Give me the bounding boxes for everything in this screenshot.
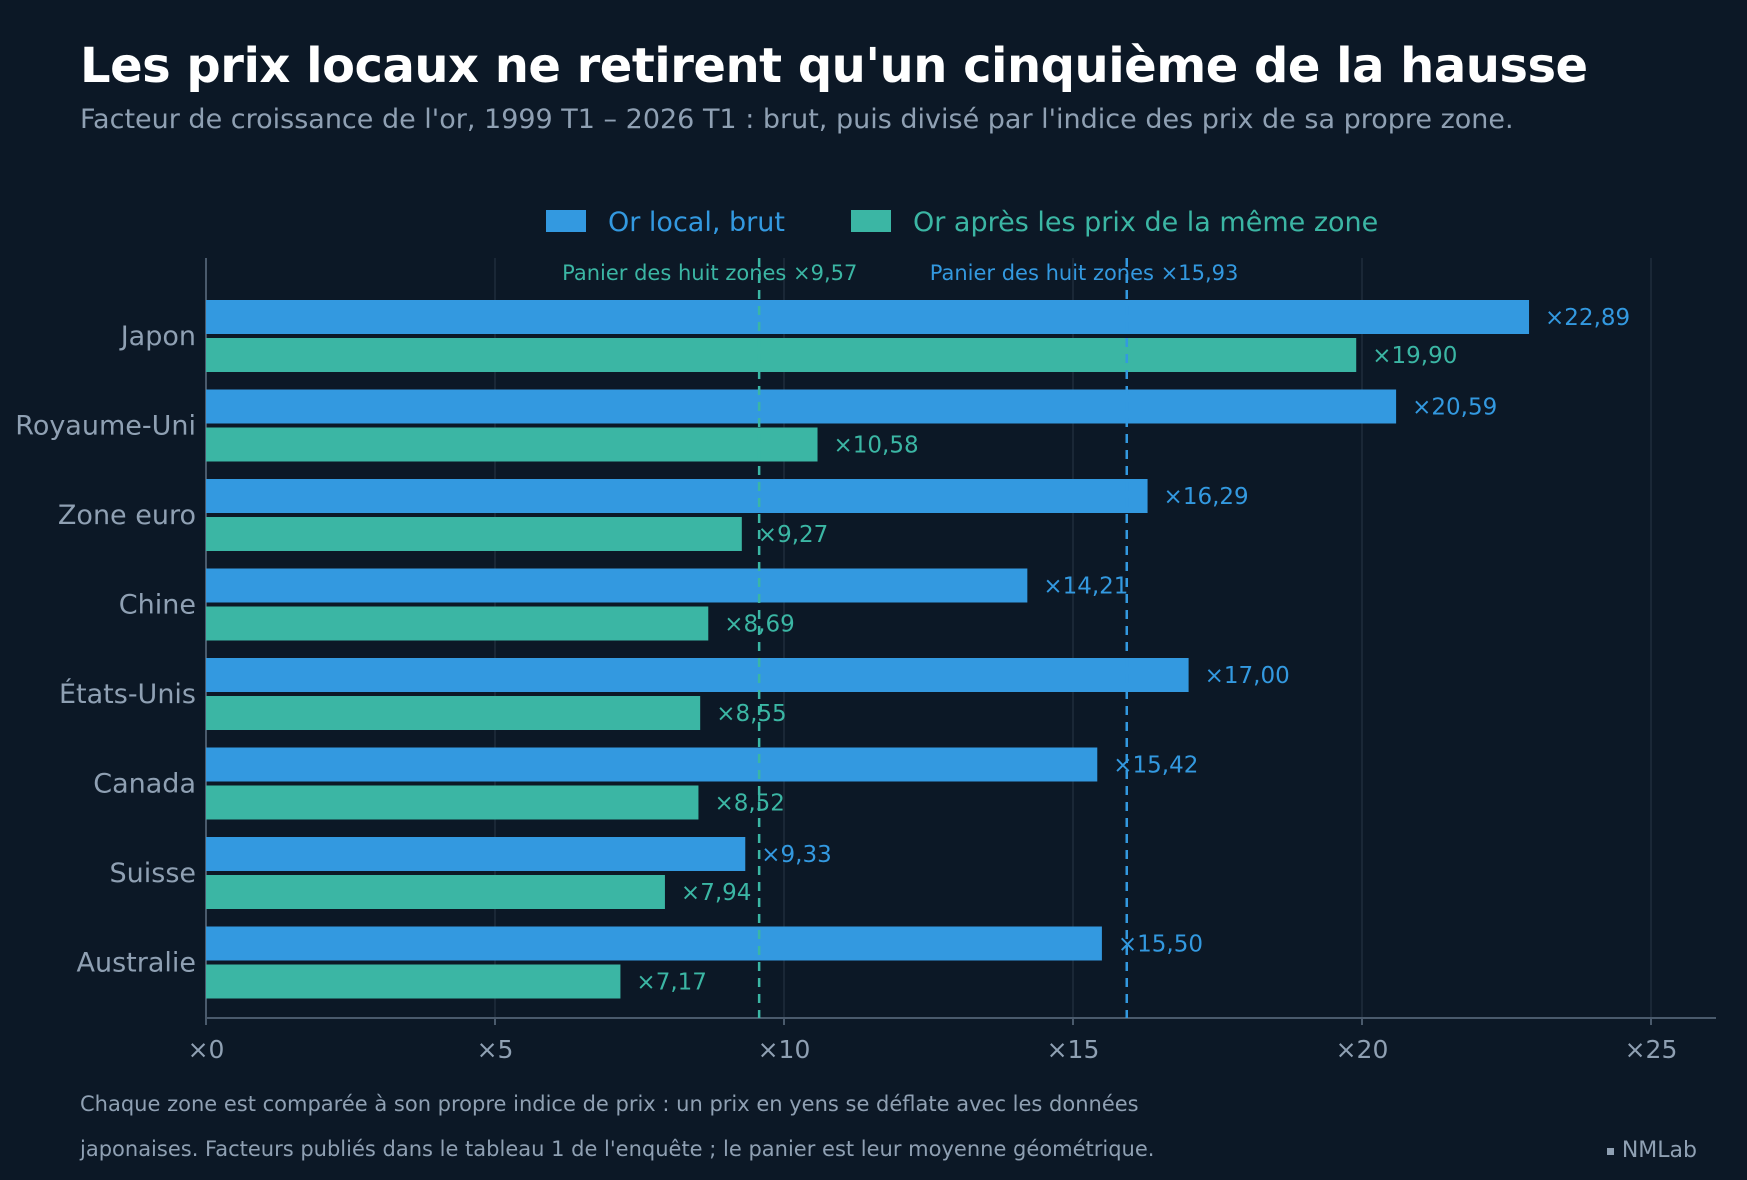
category-label: Zone euro <box>58 500 196 531</box>
bar-deflated <box>206 606 709 641</box>
bar-deflated <box>206 427 818 462</box>
bar-raw <box>206 747 1098 782</box>
bar-raw <box>206 568 1028 603</box>
bar-chart: ×0 ×5 ×10 ×15 ×20 ×25 Or local, brut Or après l… <box>15 207 1716 1060</box>
value-label-raw: ×16,29 <box>1164 484 1249 510</box>
chart-subtitle: Facteur de croissance de l'or, 1999 T1 –… <box>80 104 1514 135</box>
category-label: États-Unis <box>59 678 196 710</box>
value-label-raw: ×22,89 <box>1545 305 1630 331</box>
legend-label-1: Or local, brut <box>608 207 785 238</box>
category-label: Canada <box>93 769 196 800</box>
footnote: Chaque zone est comparée à son propre in… <box>80 1092 1155 1161</box>
x-tick-label: ×10 <box>758 1035 811 1060</box>
value-label-raw: ×15,50 <box>1118 932 1203 958</box>
value-label-deflated: ×8,55 <box>716 701 786 727</box>
category-label: Royaume-Uni <box>15 411 196 442</box>
bar-raw <box>206 300 1530 334</box>
value-label-deflated: ×19,90 <box>1372 343 1457 369</box>
value-label-raw: ×9,33 <box>761 842 831 868</box>
x-tick-label: ×0 <box>188 1035 225 1060</box>
brand-label: NMLab <box>1621 1138 1697 1163</box>
value-label-raw: ×17,00 <box>1205 663 1290 689</box>
value-label-deflated: ×7,17 <box>636 970 706 996</box>
bar-raw <box>206 658 1189 692</box>
value-label-raw: ×20,59 <box>1412 395 1497 421</box>
value-label-raw: ×14,21 <box>1043 574 1128 600</box>
bar-deflated <box>206 517 742 551</box>
bar-raw <box>206 926 1102 961</box>
bar-deflated <box>206 964 621 999</box>
bar-deflated <box>206 875 665 909</box>
x-tick-label: ×20 <box>1336 1035 1389 1060</box>
bar-raw <box>206 389 1397 424</box>
chart-title: Les prix locaux ne retirent qu'un cinqui… <box>80 38 1588 94</box>
value-label-deflated: ×7,94 <box>681 880 751 906</box>
category-label: Suisse <box>110 858 197 889</box>
bar-deflated <box>206 338 1357 372</box>
x-tick-label: ×5 <box>477 1035 514 1060</box>
legend-swatch-2 <box>851 210 891 232</box>
category-label: Chine <box>119 590 196 621</box>
value-label-deflated: ×10,58 <box>834 433 919 459</box>
legend-swatch-1 <box>546 210 586 232</box>
legend-label-2: Or après les prix de la même zone <box>913 207 1378 238</box>
bar-deflated <box>206 696 701 730</box>
category-label: Japon <box>119 321 196 352</box>
bar-deflated <box>206 785 699 820</box>
category-label: Australie <box>77 948 197 979</box>
x-tick-label: ×25 <box>1625 1035 1678 1060</box>
bar-raw <box>206 837 746 871</box>
value-label-deflated: ×9,27 <box>758 522 828 548</box>
brand-mark-icon <box>1606 1147 1614 1155</box>
reference-label-2: Panier des huit zones ×15,93 <box>930 261 1239 285</box>
reference-label-1: Panier des huit zones ×9,57 <box>562 261 857 285</box>
bar-raw <box>206 479 1148 513</box>
value-label-deflated: ×8,52 <box>714 791 784 817</box>
brand-credit: NMLab <box>1606 1138 1697 1163</box>
x-tick-label: ×15 <box>1047 1035 1100 1060</box>
